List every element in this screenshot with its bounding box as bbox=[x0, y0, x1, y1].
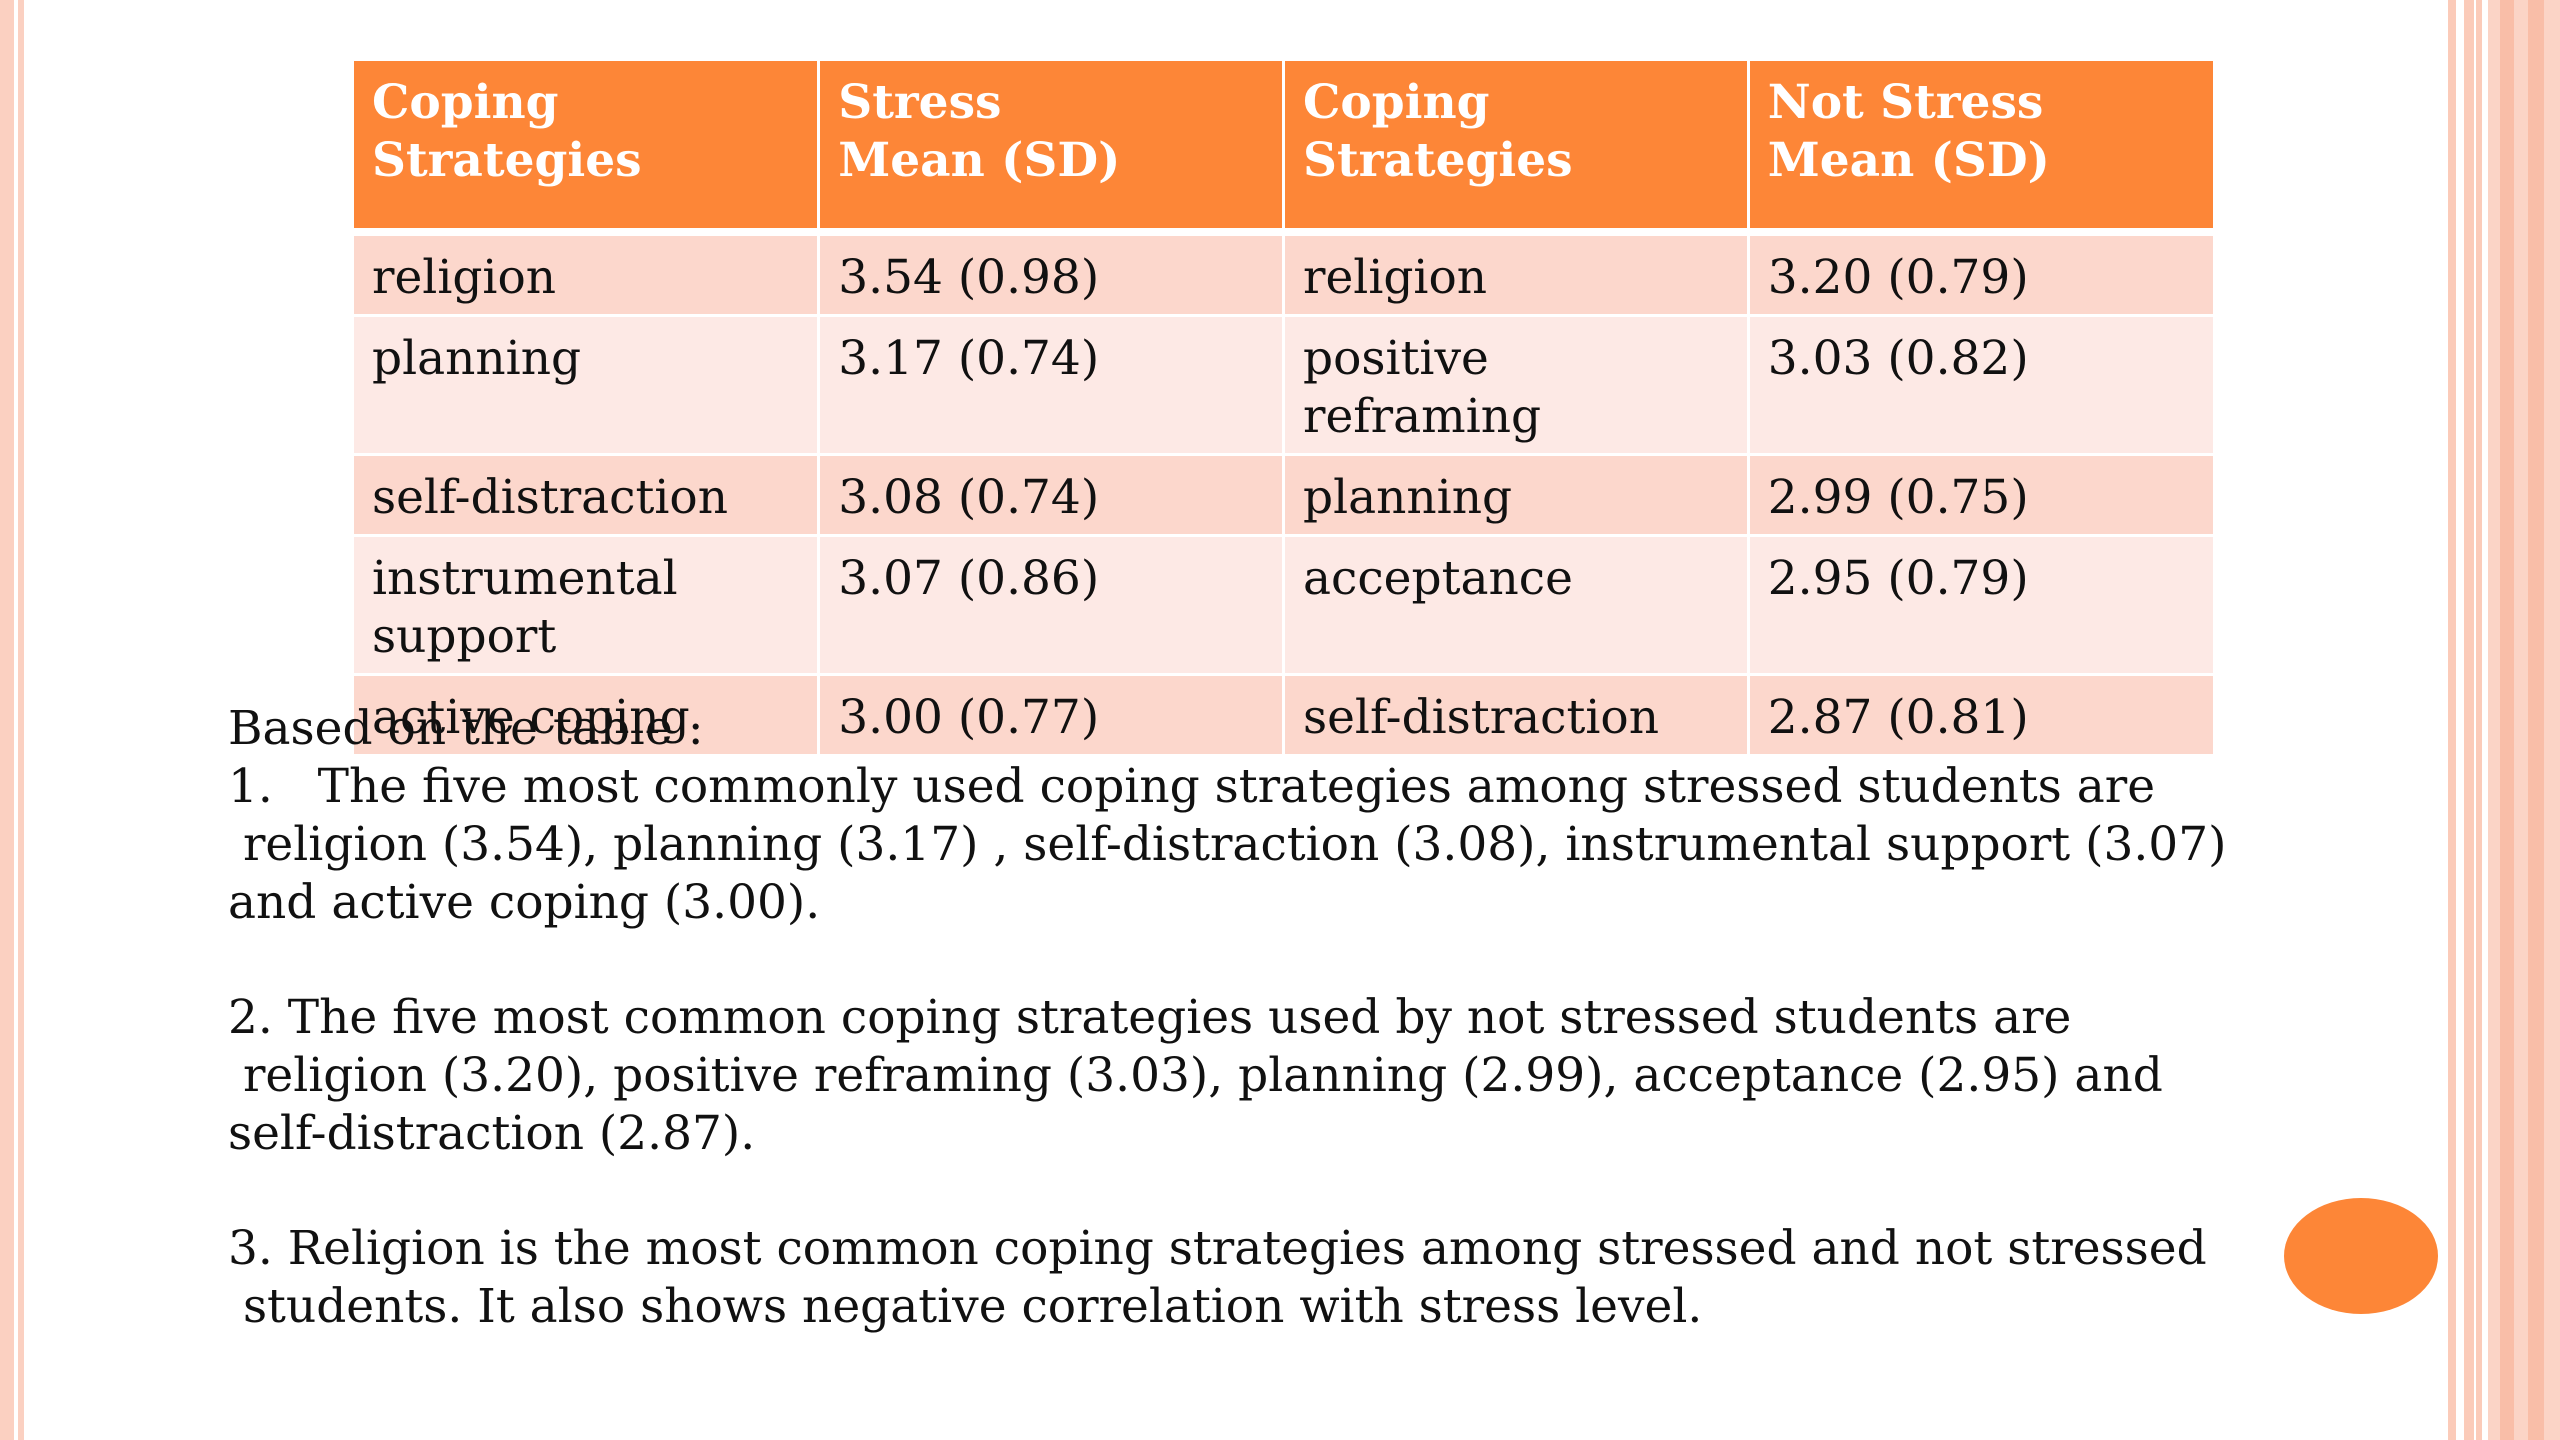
notes-intro: Based on the table : bbox=[228, 701, 704, 756]
table-cell: 3.07 (0.86) bbox=[817, 534, 1284, 675]
note-2-line: religion (3.20), positive reframing (3.0… bbox=[228, 1048, 2163, 1103]
note-2-line: self-distraction (2.87). bbox=[228, 1106, 756, 1161]
header-coping-strategies-stressed: Coping Strategies bbox=[354, 61, 819, 236]
left-border-stripe bbox=[18, 0, 24, 1440]
left-border-stripe bbox=[0, 0, 14, 1440]
table-row: self-distraction 3.08 (0.74) planning 2.… bbox=[354, 453, 2213, 536]
header-stress-mean: Stress Mean (SD) bbox=[817, 61, 1284, 236]
table-cell: religion bbox=[1282, 230, 1749, 316]
right-border-stripe bbox=[2500, 0, 2514, 1440]
note-1-line: 1. The five most commonly used coping st… bbox=[228, 759, 2156, 814]
table-cell: 3.20 (0.79) bbox=[1746, 230, 2213, 316]
note-3-line: 3. Religion is the most common coping st… bbox=[228, 1221, 2207, 1276]
table-cell: positive reframing bbox=[1282, 314, 1749, 455]
right-border-stripe bbox=[2464, 0, 2474, 1440]
table-cell: self-distraction bbox=[1282, 673, 1749, 754]
table-row: instrumental support 3.07 (0.86) accepta… bbox=[354, 534, 2213, 675]
paragraph-gap bbox=[228, 932, 2408, 989]
paragraph-gap bbox=[228, 1163, 2408, 1220]
note-1-line: religion (3.54), planning (3.17) , self-… bbox=[228, 817, 2227, 872]
note-1-line: and active coping (3.00). bbox=[228, 875, 821, 930]
table-cell: religion bbox=[354, 230, 819, 316]
table-cell: acceptance bbox=[1282, 534, 1749, 675]
table-cell: 3.08 (0.74) bbox=[817, 453, 1284, 536]
table-cell: planning bbox=[1282, 453, 1749, 536]
table-cell: 3.54 (0.98) bbox=[817, 230, 1284, 316]
table-cell: 3.17 (0.74) bbox=[817, 314, 1284, 455]
table-cell: active coping bbox=[354, 673, 819, 754]
coping-strategies-table: Coping Strategies Stress Mean (SD) Coping S… bbox=[354, 61, 2213, 754]
decorative-orange-circle bbox=[2284, 1198, 2438, 1314]
table-cell: 3.00 (0.77) bbox=[817, 673, 1284, 754]
table-row: planning 3.17 (0.74) positive reframing … bbox=[354, 314, 2213, 455]
header-coping-strategies-not-stressed: Coping Strategies bbox=[1282, 61, 1749, 236]
note-2-line: 2. The five most common coping strategie… bbox=[228, 990, 2072, 1045]
table-cell: instrumental support bbox=[354, 534, 819, 675]
table-cell: planning bbox=[354, 314, 819, 455]
table-cell: 3.03 (0.82) bbox=[1746, 314, 2213, 455]
right-border-band bbox=[2488, 0, 2560, 1440]
note-3-line: students. It also shows negative correla… bbox=[228, 1279, 1703, 1334]
header-not-stress-mean: Not Stress Mean (SD) bbox=[1746, 61, 2213, 236]
right-border-stripe bbox=[2528, 0, 2544, 1440]
table-cell: 2.99 (0.75) bbox=[1746, 453, 2213, 536]
right-border-stripe bbox=[2448, 0, 2456, 1440]
table-row: active coping 3.00 (0.77) self-distracti… bbox=[354, 673, 2213, 754]
table-row: religion 3.54 (0.98) religion 3.20 (0.79… bbox=[354, 230, 2213, 316]
table-header-row: Coping Strategies Stress Mean (SD) Coping S… bbox=[354, 61, 2213, 236]
right-border-stripe bbox=[2476, 0, 2482, 1440]
table-cell: 2.95 (0.79) bbox=[1746, 534, 2213, 675]
table-summary-notes: Based on the table : 1. The five most co… bbox=[228, 700, 2408, 1336]
table-cell: self-distraction bbox=[354, 453, 819, 536]
table-cell: 2.87 (0.81) bbox=[1746, 673, 2213, 754]
